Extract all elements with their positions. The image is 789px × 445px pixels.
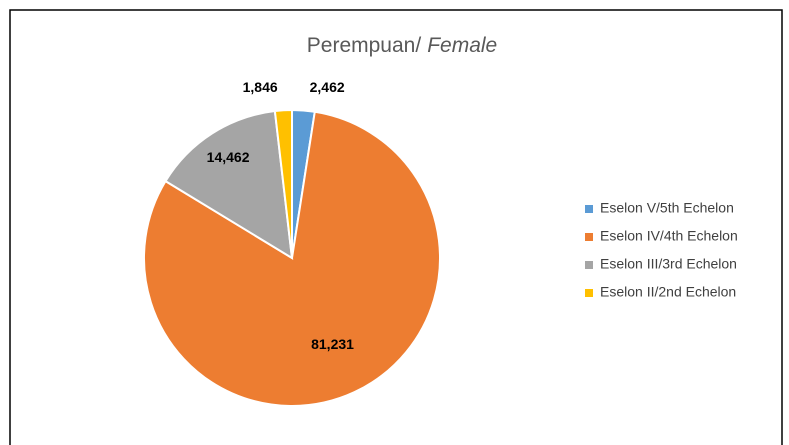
chart-title: Perempuan/Female — [307, 34, 497, 57]
title-main: Perempuan/ — [307, 34, 422, 57]
legend-swatch — [585, 205, 593, 213]
pie-slice — [164, 109, 294, 260]
legend-swatch — [585, 233, 593, 241]
data-label: 14,462 — [207, 149, 250, 165]
pie-slice — [273, 108, 293, 259]
legend-swatch — [585, 289, 593, 297]
legend-label: Eselon V/5th Echelon — [600, 200, 734, 216]
title-italic: Female — [427, 34, 497, 57]
legend-label: Eselon II/2nd Echelon — [600, 284, 736, 300]
data-label: 2,462 — [310, 79, 345, 95]
data-label: 1,846 — [243, 79, 278, 95]
data-label: 81,231 — [311, 336, 354, 352]
legend-label: Eselon IV/4th Echelon — [600, 228, 738, 244]
legend-label: Eselon III/3rd Echelon — [600, 256, 737, 272]
legend-swatch — [585, 261, 593, 269]
